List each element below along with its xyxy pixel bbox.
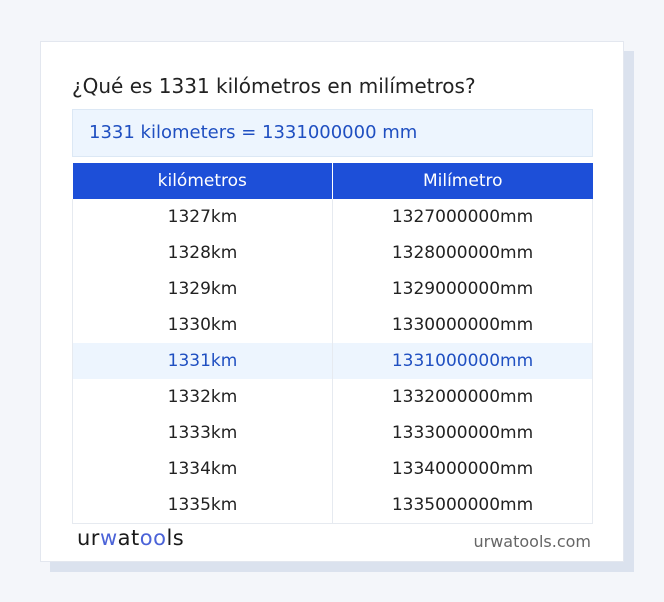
table-row: 1327km 1327000000mm bbox=[72, 199, 593, 235]
table-row: 1333km 1333000000mm bbox=[72, 415, 593, 451]
table-row: 1330km 1330000000mm bbox=[72, 307, 593, 343]
km-cell: 1335km bbox=[72, 487, 333, 524]
mm-cell: 1327000000mm bbox=[332, 199, 593, 235]
mm-cell: 1335000000mm bbox=[332, 487, 593, 524]
table-row: 1332km 1332000000mm bbox=[72, 379, 593, 415]
km-cell: 1333km bbox=[72, 415, 333, 451]
column-header-km: kilómetros bbox=[72, 163, 333, 199]
table-row: 1334km 1334000000mm bbox=[72, 451, 593, 487]
km-cell: 1330km bbox=[72, 307, 333, 343]
km-cell: 1328km bbox=[72, 235, 333, 271]
converter-card: ¿Qué es 1331 kilómetros en milímetros? 1… bbox=[40, 41, 624, 562]
mm-cell: 1328000000mm bbox=[332, 235, 593, 271]
table-row: 1329km 1329000000mm bbox=[72, 271, 593, 307]
mm-cell: 1332000000mm bbox=[332, 379, 593, 415]
table-row: 1335km 1335000000mm bbox=[72, 487, 593, 524]
mm-cell: 1330000000mm bbox=[332, 307, 593, 343]
table-row-highlighted: 1331km 1331000000mm bbox=[72, 343, 593, 379]
conversion-table: kilómetros Milímetro 1327km 1327000000mm 1… bbox=[72, 163, 593, 524]
mm-cell: 1331000000mm bbox=[332, 343, 593, 379]
table-row: 1328km 1328000000mm bbox=[72, 235, 593, 271]
km-cell: 1331km bbox=[72, 343, 333, 379]
urwatools-logo[interactable]: urwatools bbox=[77, 526, 185, 550]
km-cell: 1329km bbox=[72, 271, 333, 307]
km-cell: 1327km bbox=[72, 199, 333, 235]
km-cell: 1332km bbox=[72, 379, 333, 415]
column-header-mm: Milímetro bbox=[332, 163, 593, 199]
mm-cell: 1333000000mm bbox=[332, 415, 593, 451]
page-title: ¿Qué es 1331 kilómetros en milímetros? bbox=[72, 74, 476, 98]
conversion-result: 1331 kilometers = 1331000000 mm bbox=[72, 109, 593, 157]
mm-cell: 1329000000mm bbox=[332, 271, 593, 307]
km-cell: 1334km bbox=[72, 451, 333, 487]
mm-cell: 1334000000mm bbox=[332, 451, 593, 487]
site-link[interactable]: urwatools.com bbox=[473, 532, 592, 551]
